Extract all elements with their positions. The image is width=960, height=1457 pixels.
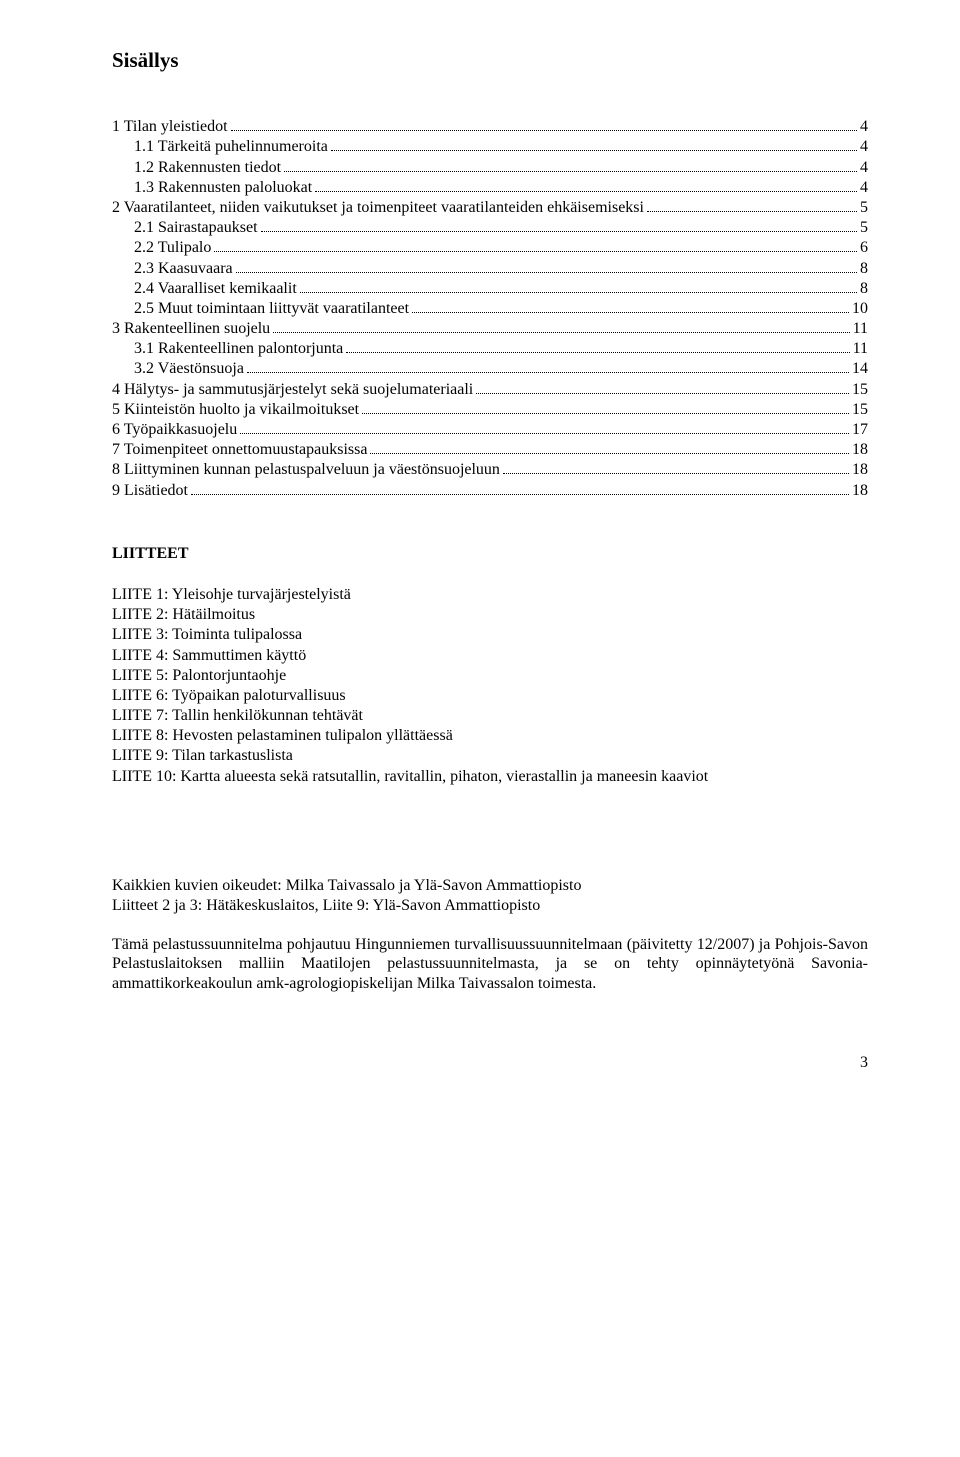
toc-row: 1 Tilan yleistiedot 4 (112, 117, 868, 136)
toc-row: 9 Lisätiedot 18 (112, 481, 868, 500)
toc-page: 11 (853, 339, 868, 358)
toc-label: 2.3 Kaasuvaara (134, 259, 233, 278)
toc-row: 2.3 Kaasuvaara 8 (112, 259, 868, 278)
table-of-contents: 1 Tilan yleistiedot41.1 Tärkeitä puhelin… (112, 117, 868, 500)
toc-leader-dots (191, 494, 849, 495)
toc-leader-dots (247, 372, 849, 373)
toc-page: 10 (852, 299, 868, 318)
toc-row: 8 Liittyminen kunnan pelastuspalveluun j… (112, 460, 868, 479)
toc-leader-dots (214, 251, 857, 252)
toc-page: 8 (860, 279, 868, 298)
toc-leader-dots (503, 473, 849, 474)
toc-page: 4 (860, 178, 868, 197)
toc-page: 15 (852, 400, 868, 419)
toc-row: 1.2 Rakennusten tiedot 4 (112, 158, 868, 177)
toc-leader-dots (331, 150, 857, 151)
liite-item: LIITE 6: Työpaikan paloturvallisuus (112, 686, 868, 705)
toc-label: 2 Vaaratilanteet, niiden vaikutukset ja … (112, 198, 644, 217)
description-paragraph: Tämä pelastussuunnitelma pohjautuu Hingu… (112, 935, 868, 993)
liite-item: LIITE 5: Palontorjuntaohje (112, 666, 868, 685)
toc-leader-dots (647, 211, 857, 212)
toc-label: 3 Rakenteellinen suojelu (112, 319, 270, 338)
toc-page: 5 (860, 218, 868, 237)
toc-page: 5 (860, 198, 868, 217)
toc-page: 18 (852, 440, 868, 459)
toc-label: 2.4 Vaaralliset kemikaalit (134, 279, 297, 298)
toc-row: 6 Työpaikkasuojelu 17 (112, 420, 868, 439)
toc-leader-dots (273, 332, 849, 333)
toc-label: 2.2 Tulipalo (134, 238, 211, 257)
toc-leader-dots (476, 393, 849, 394)
toc-leader-dots (236, 272, 857, 273)
toc-label: 6 Työpaikkasuojelu (112, 420, 237, 439)
liite-item: LIITE 3: Toiminta tulipalossa (112, 625, 868, 644)
toc-leader-dots (261, 231, 857, 232)
toc-row: 3.1 Rakenteellinen palontorjunta 11 (112, 339, 868, 358)
toc-leader-dots (300, 292, 857, 293)
toc-page: 6 (860, 238, 868, 257)
toc-label: 4 Hälytys- ja sammutusjärjestelyt sekä s… (112, 380, 473, 399)
toc-row: 2 Vaaratilanteet, niiden vaikutukset ja … (112, 198, 868, 217)
credit-line: Kaikkien kuvien oikeudet: Milka Taivassa… (112, 876, 868, 895)
toc-row: 3.2 Väestönsuoja 14 (112, 359, 868, 378)
liite-item: LIITE 4: Sammuttimen käyttö (112, 646, 868, 665)
toc-label: 8 Liittyminen kunnan pelastuspalveluun j… (112, 460, 500, 479)
toc-leader-dots (346, 352, 849, 353)
toc-page: 14 (852, 359, 868, 378)
toc-leader-dots (240, 433, 849, 434)
toc-row: 3 Rakenteellinen suojelu 11 (112, 319, 868, 338)
liite-item: LIITE 7: Tallin henkilökunnan tehtävät (112, 706, 868, 725)
toc-leader-dots (412, 312, 849, 313)
toc-label: 5 Kiinteistön huolto ja vikailmoitukset (112, 400, 359, 419)
credits-block: Kaikkien kuvien oikeudet: Milka Taivassa… (112, 876, 868, 915)
toc-label: 7 Toimenpiteet onnettomuustapauksissa (112, 440, 367, 459)
toc-label: 3.2 Väestönsuoja (134, 359, 244, 378)
toc-page: 4 (860, 158, 868, 177)
toc-page: 18 (852, 460, 868, 479)
toc-row: 5 Kiinteistön huolto ja vikailmoitukset 1… (112, 400, 868, 419)
toc-row: 2.2 Tulipalo 6 (112, 238, 868, 257)
liite-item: LIITE 2: Hätäilmoitus (112, 605, 868, 624)
toc-leader-dots (231, 130, 857, 131)
toc-row: 1.3 Rakennusten paloluokat 4 (112, 178, 868, 197)
liite-item: LIITE 1: Yleisohje turvajärjestelyistä (112, 585, 868, 604)
toc-page: 15 (852, 380, 868, 399)
document-title: Sisällys (112, 48, 868, 73)
credit-line: Liitteet 2 ja 3: Hätäkeskuslaitos, Liite… (112, 896, 868, 915)
toc-label: 1.3 Rakennusten paloluokat (134, 178, 312, 197)
toc-leader-dots (315, 191, 857, 192)
toc-row: 7 Toimenpiteet onnettomuustapauksissa 18 (112, 440, 868, 459)
toc-page: 17 (852, 420, 868, 439)
toc-label: 1.2 Rakennusten tiedot (134, 158, 281, 177)
liite-item: LIITE 9: Tilan tarkastuslista (112, 746, 868, 765)
toc-leader-dots (370, 453, 849, 454)
liitteet-list: LIITE 1: Yleisohje turvajärjestelyistäLI… (112, 585, 868, 786)
page-number: 3 (112, 1053, 868, 1072)
toc-row: 1.1 Tärkeitä puhelinnumeroita 4 (112, 137, 868, 156)
toc-label: 3.1 Rakenteellinen palontorjunta (134, 339, 343, 358)
toc-page: 4 (860, 117, 868, 136)
toc-page: 4 (860, 137, 868, 156)
toc-page: 8 (860, 259, 868, 278)
toc-page: 18 (852, 481, 868, 500)
toc-row: 4 Hälytys- ja sammutusjärjestelyt sekä s… (112, 380, 868, 399)
toc-row: 2.4 Vaaralliset kemikaalit 8 (112, 279, 868, 298)
toc-label: 1.1 Tärkeitä puhelinnumeroita (134, 137, 328, 156)
toc-leader-dots (284, 171, 857, 172)
toc-label: 2.1 Sairastapaukset (134, 218, 258, 237)
liitteet-heading: LIITTEET (112, 544, 868, 563)
toc-page: 11 (853, 319, 868, 338)
toc-leader-dots (362, 413, 849, 414)
toc-row: 2.5 Muut toimintaan liittyvät vaaratilan… (112, 299, 868, 318)
toc-row: 2.1 Sairastapaukset 5 (112, 218, 868, 237)
liite-item: LIITE 8: Hevosten pelastaminen tulipalon… (112, 726, 868, 745)
liite-item: LIITE 10: Kartta alueesta sekä ratsutall… (112, 767, 868, 786)
toc-label: 2.5 Muut toimintaan liittyvät vaaratilan… (134, 299, 409, 318)
toc-label: 9 Lisätiedot (112, 481, 188, 500)
toc-label: 1 Tilan yleistiedot (112, 117, 228, 136)
